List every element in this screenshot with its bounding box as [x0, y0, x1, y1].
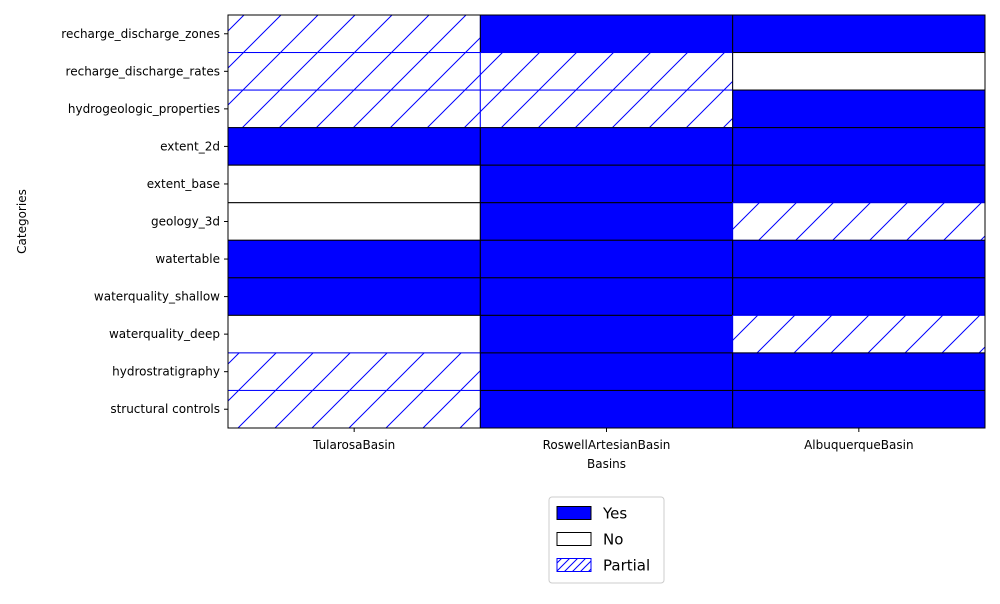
legend: Yes No Partial	[548, 496, 665, 584]
heatmap-cell-0-1	[479, 14, 734, 54]
heatmap-cell-7-2	[732, 277, 986, 316]
heatmap-cell-8-1	[479, 314, 734, 354]
legend-label-no: No	[603, 531, 623, 549]
heatmap-cell-7-1	[479, 277, 734, 316]
heatmap-cell-9-0	[227, 352, 481, 391]
legend-swatch-partial	[556, 558, 592, 572]
heatmap-cell-2-1	[479, 89, 734, 129]
axes: recharge_discharge_zones recharge_dischar…	[15, 14, 986, 471]
heatmap-cell-4-1	[479, 164, 734, 204]
x-axis-label: Basins	[587, 457, 626, 471]
heatmap-cell-1-1	[479, 52, 734, 91]
x-tick-label: TularosaBasin	[312, 438, 395, 452]
heatmap-cell-3-2	[732, 127, 986, 166]
heatmap-cell-7-0	[227, 277, 481, 316]
heatmap-cell-10-1	[479, 389, 734, 429]
heatmap-cell-1-2	[732, 52, 986, 91]
x-tick-label: AlbuquerqueBasin	[804, 438, 913, 452]
y-tick-label: recharge_discharge_rates	[66, 64, 220, 78]
legend-label-partial: Partial	[603, 557, 650, 575]
heatmap-cell-6-2	[732, 239, 986, 279]
heatmap-cell-4-0	[227, 164, 481, 204]
y-tick-label: hydrogeologic_properties	[68, 102, 220, 116]
y-tick-label: recharge_discharge_zones	[61, 27, 220, 41]
heatmap-cell-10-2	[732, 389, 986, 429]
heatmap-cell-0-2	[732, 14, 986, 54]
y-tick-label: extent_base	[147, 177, 220, 191]
heatmap-cell-6-0	[227, 239, 481, 279]
heatmap-cell-3-0	[227, 127, 481, 166]
heatmap-cell-4-2	[732, 164, 986, 204]
heatmap-cell-8-0	[227, 314, 481, 354]
y-tick-label: extent_2d	[160, 139, 220, 153]
y-tick-label: geology_3d	[151, 215, 220, 229]
heatmap-cell-5-2	[732, 202, 986, 241]
y-tick-label: watertable	[155, 252, 220, 266]
legend-swatch-yes	[556, 506, 592, 520]
heatmap-cell-10-0	[227, 389, 481, 429]
heatmap-cells	[227, 14, 986, 429]
y-tick-label: hydrostratigraphy	[112, 365, 220, 379]
heatmap-cell-9-1	[479, 352, 734, 391]
heatmap-cell-5-1	[479, 202, 734, 241]
heatmap-cell-2-2	[732, 89, 986, 129]
y-tick-label: waterquality_deep	[109, 327, 220, 341]
heatmap-cell-3-1	[479, 127, 734, 166]
heatmap-cell-2-0	[227, 89, 481, 129]
heatmap-cell-8-2	[732, 314, 986, 354]
y-tick-label: structural controls	[110, 402, 220, 416]
y-axis-label: Categories	[15, 189, 29, 254]
legend-swatch-no	[556, 532, 592, 546]
y-tick-label: waterquality_shallow	[94, 290, 220, 304]
heatmap-cell-6-1	[479, 239, 734, 279]
heatmap-cell-5-0	[227, 202, 481, 241]
legend-label-yes: Yes	[602, 505, 627, 523]
heatmap-cell-9-2	[732, 352, 986, 391]
x-tick-label: RoswellArtesianBasin	[543, 438, 671, 452]
heatmap-cell-1-0	[227, 52, 481, 91]
heatmap-cell-0-0	[227, 14, 481, 54]
